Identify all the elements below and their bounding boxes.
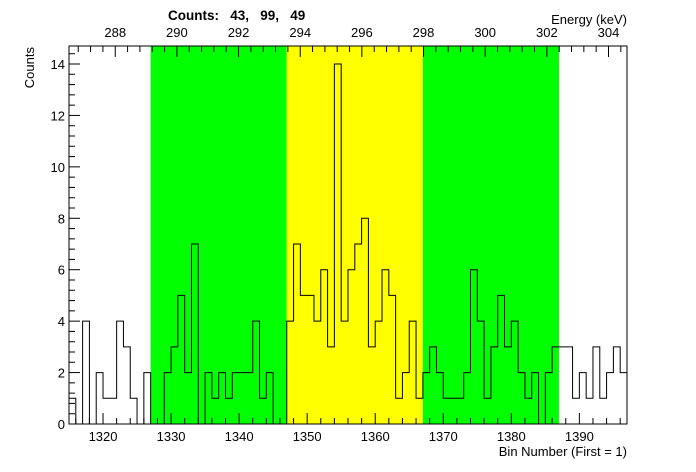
x2-tick-label-304: 304 [598,25,620,40]
y-tick-label-2: 2 [58,366,65,381]
x-tick-label-1380: 1380 [497,429,526,444]
x-tick-label-1350: 1350 [293,429,322,444]
x2-tick-label-288: 288 [104,25,126,40]
x2-tick-label-300: 300 [474,25,496,40]
y-tick-label-4: 4 [58,314,65,329]
x-tick-label-1340: 1340 [225,429,254,444]
x2-tick-label-292: 292 [228,25,250,40]
x2-tick-label-294: 294 [289,25,311,40]
tick-marks [69,46,622,425]
x2-tick-label-302: 302 [536,25,558,40]
y-tick-label-0: 0 [58,417,65,432]
bin-axis-title: Bin Number (First = 1) [499,444,627,459]
counts-title: Counts: 43, 99, 49 [168,8,305,23]
region-band-0 [150,46,287,424]
x-tick-label-1360: 1360 [361,429,390,444]
y-tick-label-8: 8 [58,211,65,226]
x-tick-label-1370: 1370 [429,429,458,444]
y-tick-label-14: 14 [51,57,65,72]
x2-tick-label-290: 290 [166,25,188,40]
x-tick-label-1320: 1320 [89,429,118,444]
x-tick-label-1330: 1330 [157,429,186,444]
y-tick-label-10: 10 [51,160,65,175]
region-band-1 [286,46,423,424]
y-tick-label-12: 12 [51,108,65,123]
y-tick-label-6: 6 [58,263,65,278]
energy-axis-title: Energy (keV) [551,12,627,27]
x2-tick-label-298: 298 [413,25,435,40]
tick-labels: 1320 1330 1340 1350 1360 1370 1380 1390 0 2 4 6 8 10 1… [51,25,620,444]
region-bands [150,46,559,424]
counts-axis-title: Counts [22,47,37,89]
x-tick-label-1390: 1390 [565,429,594,444]
histogram-line [69,63,627,425]
x2-tick-label-296: 296 [351,25,373,40]
